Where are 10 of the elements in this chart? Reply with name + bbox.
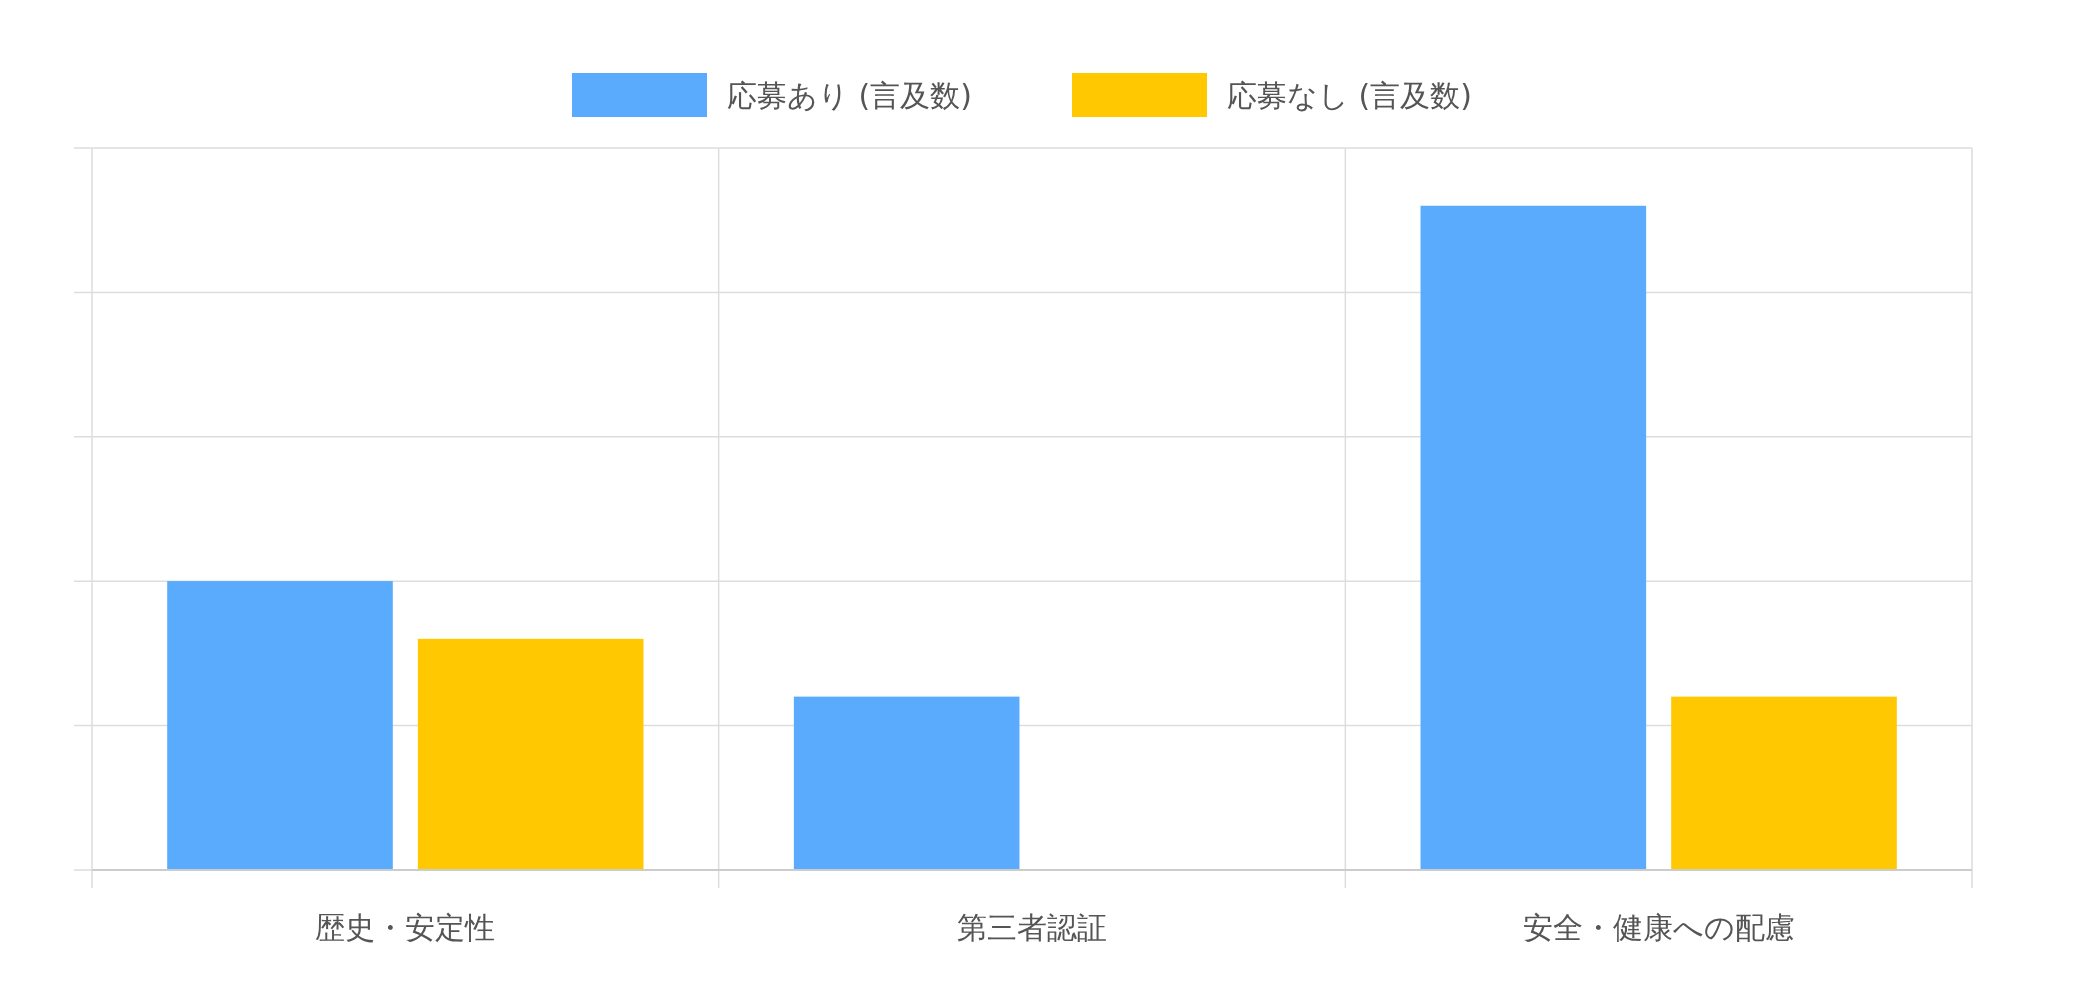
bar: [1671, 696, 1897, 870]
bar: [1420, 205, 1647, 870]
x-tick-label: 歴史・安定性: [315, 910, 496, 945]
legend-label: 応募なし (言及数): [1227, 78, 1472, 113]
x-tick-label: 安全・健康への配慮: [1522, 910, 1795, 945]
bar: [793, 696, 1020, 870]
bar: [167, 581, 393, 870]
legend-label: 応募あり (言及数): [727, 78, 972, 113]
bar: [417, 638, 644, 870]
x-tick-label: 第三者認証: [957, 910, 1107, 945]
